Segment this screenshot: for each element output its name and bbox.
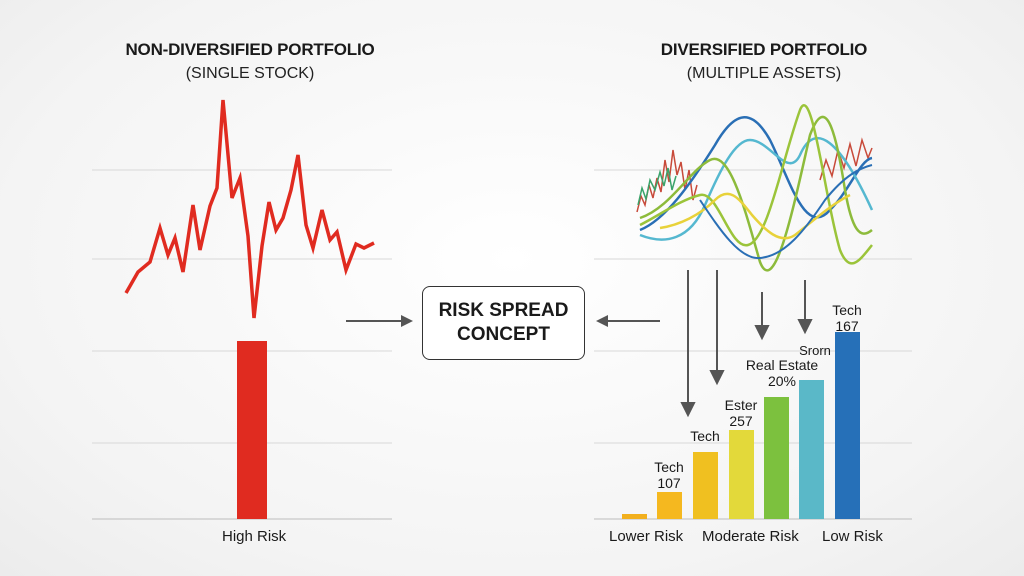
concept-line-1: RISK SPREAD xyxy=(438,300,569,321)
bar-label-ester-257: Ester 257 xyxy=(724,397,758,429)
arrow-down-icon xyxy=(680,402,696,418)
multi-asset-lines xyxy=(636,104,874,272)
arrow-down-icon xyxy=(754,325,770,341)
bar-label-tech-107: Tech 107 xyxy=(654,459,684,491)
bar-label-srorn: Srorn xyxy=(799,343,831,358)
right-panel-title: DIVERSIFIED PORTFOLIO xyxy=(660,40,868,59)
arrow-right-icon xyxy=(346,315,413,327)
risk-bar xyxy=(693,452,718,519)
arrow-down-icon xyxy=(709,370,725,386)
concept-line-2: CONCEPT xyxy=(457,324,550,345)
risk-bar xyxy=(799,380,824,519)
moderate-risk-label: Moderate Risk xyxy=(702,528,799,545)
lower-risk-label: Lower Risk xyxy=(609,528,684,545)
bar-label-tech: Tech xyxy=(690,428,720,444)
bar-label-tech-167: Tech 167 xyxy=(832,302,862,334)
left-panel-title: NON-DIVERSIFIED PORTFOLIO xyxy=(125,40,375,59)
low-risk-label: Low Risk xyxy=(822,528,883,545)
down-arrows xyxy=(680,270,813,418)
single-stock-price-line xyxy=(124,99,375,319)
arrow-down-icon xyxy=(797,319,813,335)
risk-bar xyxy=(764,397,789,519)
high-risk-label: High Risk xyxy=(222,528,287,545)
risk-bars xyxy=(622,332,860,519)
risk-spread-concept-box: RISK SPREAD CONCEPT xyxy=(422,286,585,360)
right-panel-subtitle: (MULTIPLE ASSETS) xyxy=(686,65,842,82)
left-panel-subtitle: (SINGLE STOCK) xyxy=(185,65,315,82)
risk-bar xyxy=(622,514,647,519)
high-risk-bar xyxy=(237,341,267,519)
arrow-left-icon xyxy=(596,315,660,327)
risk-bar xyxy=(657,492,682,519)
risk-bar xyxy=(835,332,860,519)
bar-label-real-estate: Real Estate 20% xyxy=(745,357,819,389)
risk-bar xyxy=(729,430,754,519)
